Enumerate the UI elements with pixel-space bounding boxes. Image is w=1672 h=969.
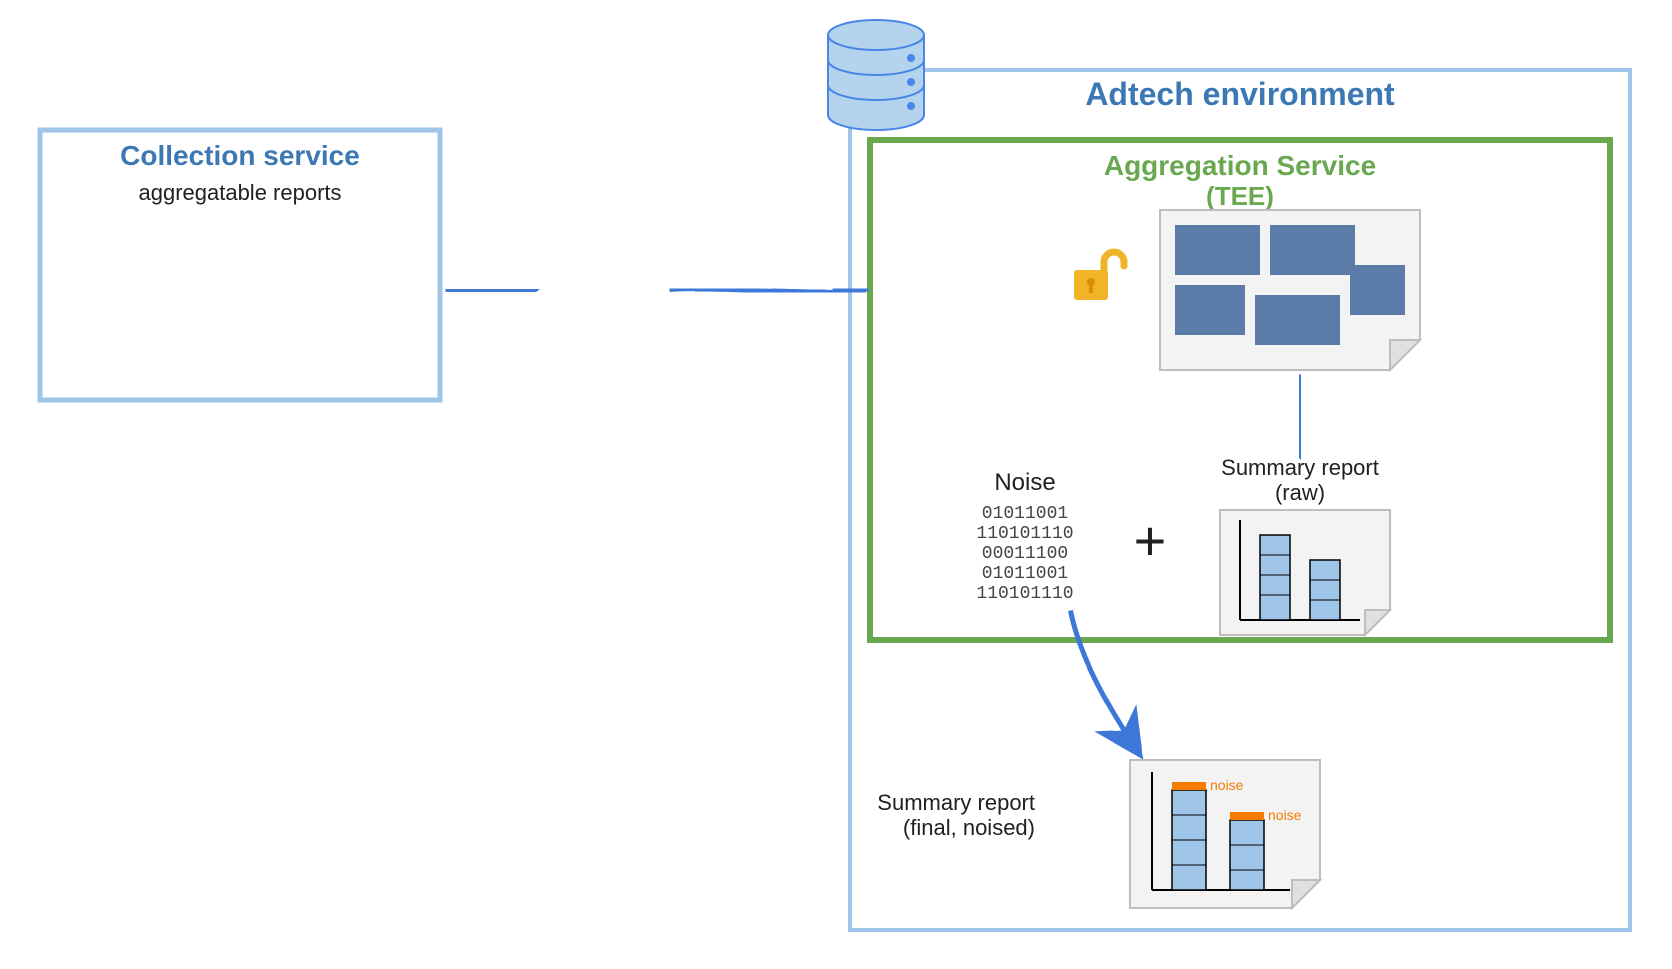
arrow-to-final bbox=[1070, 610, 1140, 755]
final-bar-1-noise bbox=[1172, 782, 1206, 790]
decrypted-report-paper bbox=[1160, 210, 1420, 370]
unlock-icon bbox=[1074, 252, 1124, 300]
svg-text:110101110: 110101110 bbox=[976, 584, 1073, 604]
noise-tag-1: noise bbox=[1210, 777, 1244, 793]
aggregation-title-line2: (TEE) bbox=[1206, 181, 1274, 211]
arrow-collection-to-transit bbox=[445, 290, 535, 292]
final-bar-2 bbox=[1230, 820, 1264, 890]
adtech-title: Adtech environment bbox=[1085, 76, 1395, 112]
svg-text:110101110: 110101110 bbox=[976, 524, 1073, 544]
collection-reports bbox=[60, 220, 420, 375]
svg-text:00011100: 00011100 bbox=[982, 544, 1068, 564]
arrow-transit-to-tee bbox=[670, 289, 865, 292]
plus-icon: + bbox=[1134, 509, 1167, 572]
collection-service-box: Collection service aggregatable reports bbox=[40, 130, 440, 400]
noise-title: Noise bbox=[994, 469, 1055, 496]
tee-locked-batch bbox=[896, 219, 1020, 305]
raw-bar-1 bbox=[1260, 535, 1290, 620]
svg-text:01011001: 01011001 bbox=[982, 564, 1068, 584]
final-bar-2-noise bbox=[1230, 812, 1264, 820]
summary-raw-paper bbox=[1220, 510, 1390, 635]
summary-raw-label-1: Summary report bbox=[1221, 455, 1379, 480]
summary-final-paper: noise noise bbox=[1130, 760, 1320, 908]
transit-batch bbox=[536, 229, 660, 315]
summary-raw-label-2: (raw) bbox=[1275, 480, 1325, 505]
aggregation-title-line1: Aggregation Service bbox=[1104, 150, 1376, 181]
arrow-to-summary-raw bbox=[1299, 375, 1300, 455]
noise-tag-2: noise bbox=[1268, 807, 1302, 823]
database-icon bbox=[828, 20, 924, 130]
noise-bits: 01011001 110101110 00011100 01011001 110… bbox=[976, 504, 1073, 604]
collection-title: Collection service bbox=[120, 140, 360, 171]
summary-final-label-1: Summary report bbox=[877, 790, 1035, 815]
collection-subtitle: aggregatable reports bbox=[138, 180, 341, 205]
raw-bar-2 bbox=[1310, 560, 1340, 620]
svg-text:01011001: 01011001 bbox=[982, 504, 1068, 524]
summary-final-label-2: (final, noised) bbox=[903, 815, 1035, 840]
